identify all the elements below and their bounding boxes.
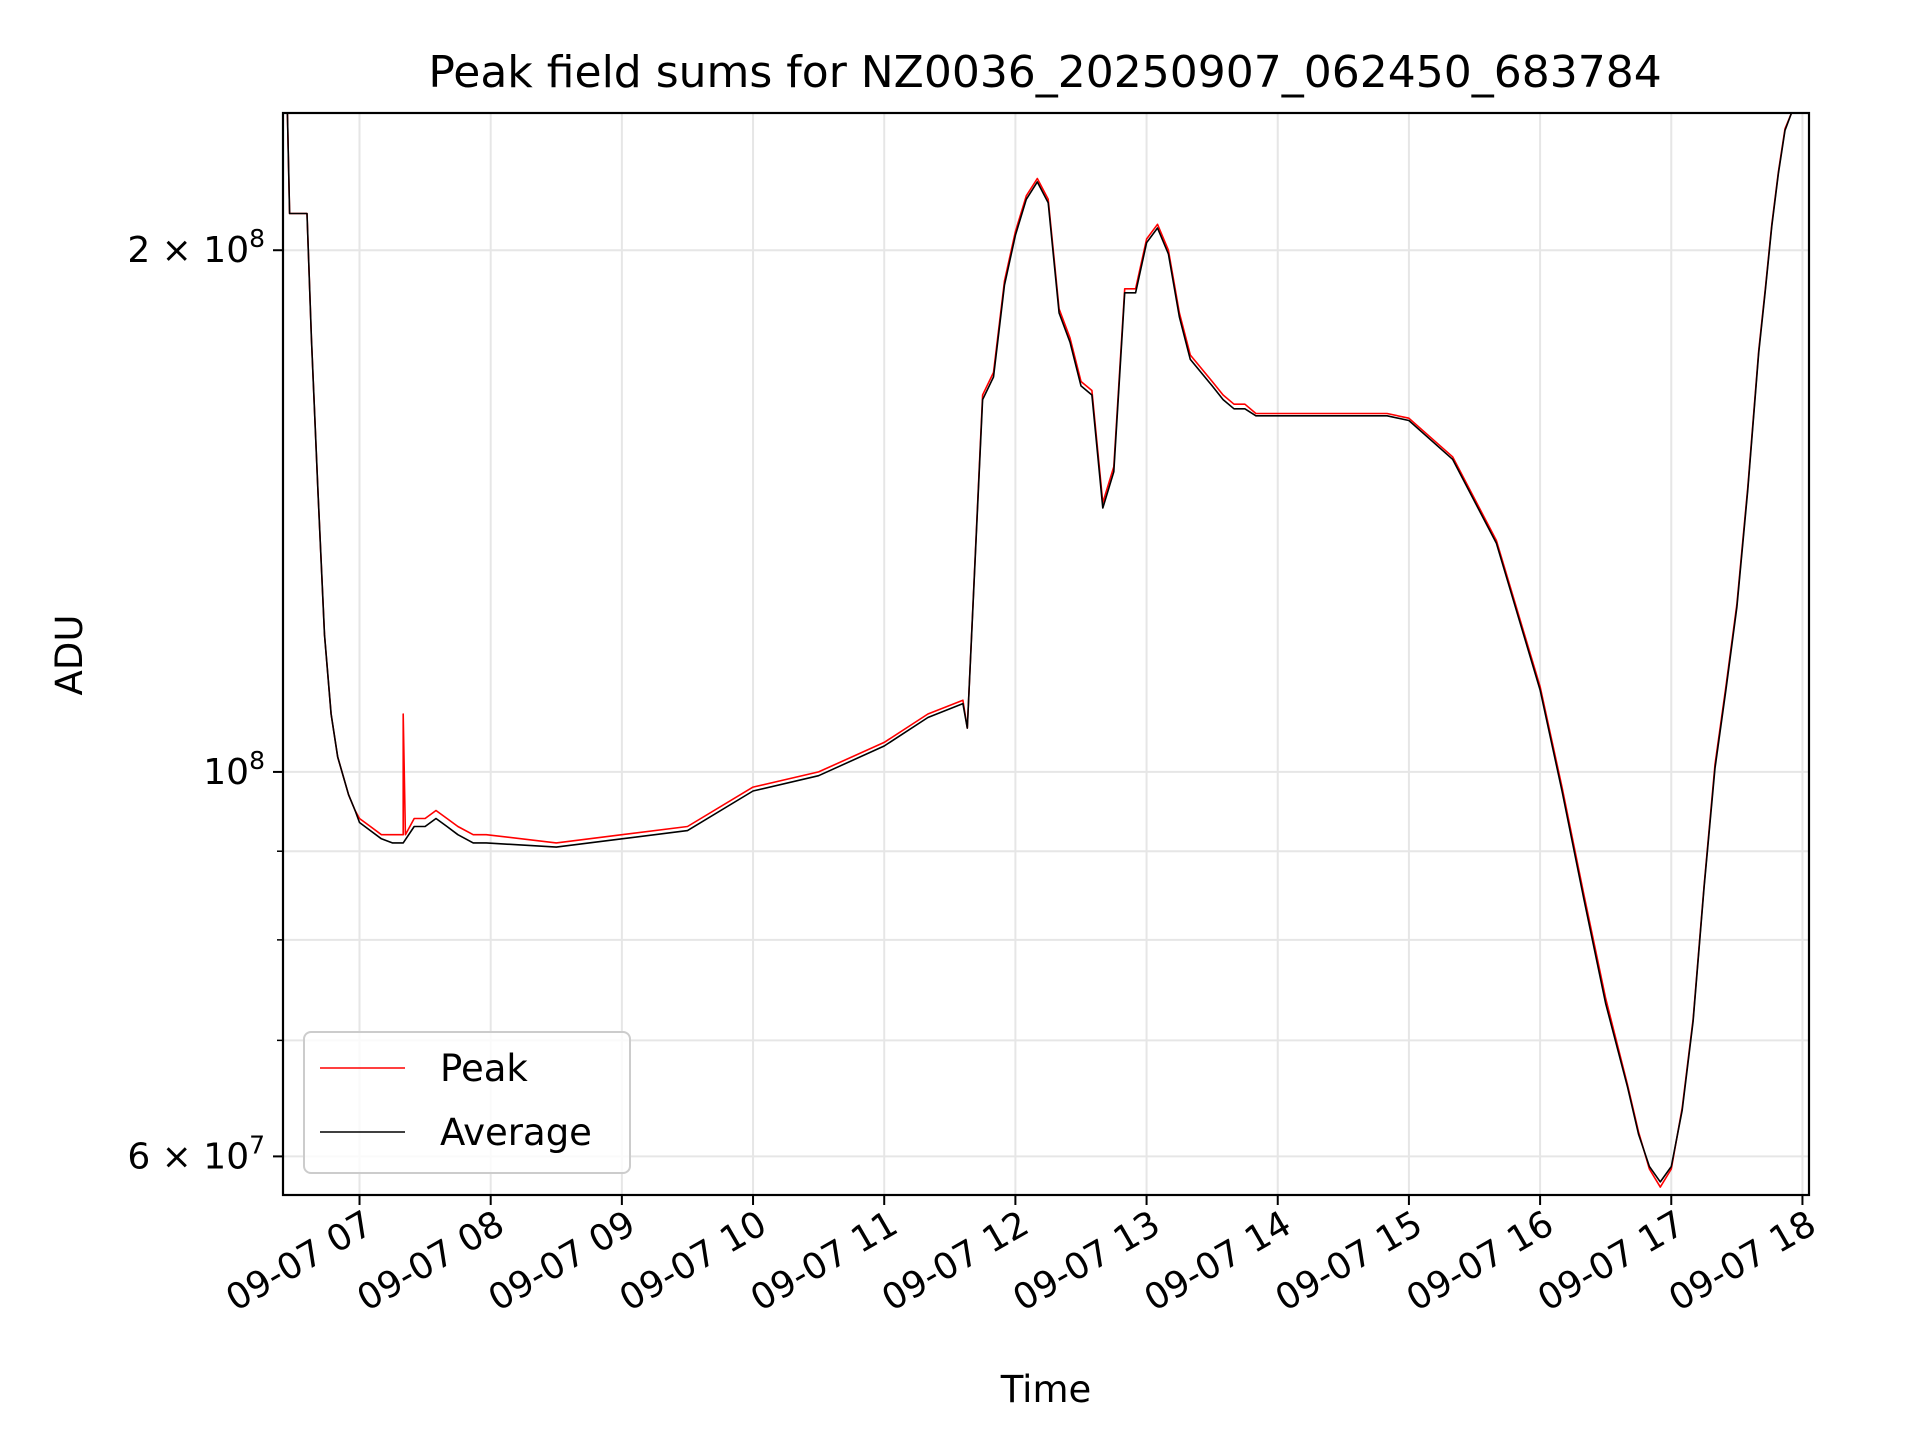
legend-label-average: Average: [440, 1111, 592, 1154]
y-ticks: 6 × 107 108 2 × 108: [127, 224, 283, 1177]
legend-label-peak: Peak: [440, 1047, 528, 1090]
x-axis-label: Time: [1000, 1368, 1092, 1411]
y-axis-label: ADU: [48, 615, 91, 696]
y-tick-label: 2 × 108: [127, 224, 265, 271]
y-tick-label: 6 × 107: [127, 1130, 265, 1177]
series-line-average: [283, 112, 1809, 1183]
series-layer: [283, 112, 1809, 1188]
chart-title: Peak field sums for NZ0036_20250907_0624…: [428, 47, 1661, 98]
grid: [283, 113, 1809, 1195]
legend: Peak Average: [303, 1031, 631, 1174]
series-line-peak: [283, 112, 1809, 1188]
y-tick-label: 108: [203, 746, 265, 793]
plot-frame: [281, 111, 1811, 1197]
